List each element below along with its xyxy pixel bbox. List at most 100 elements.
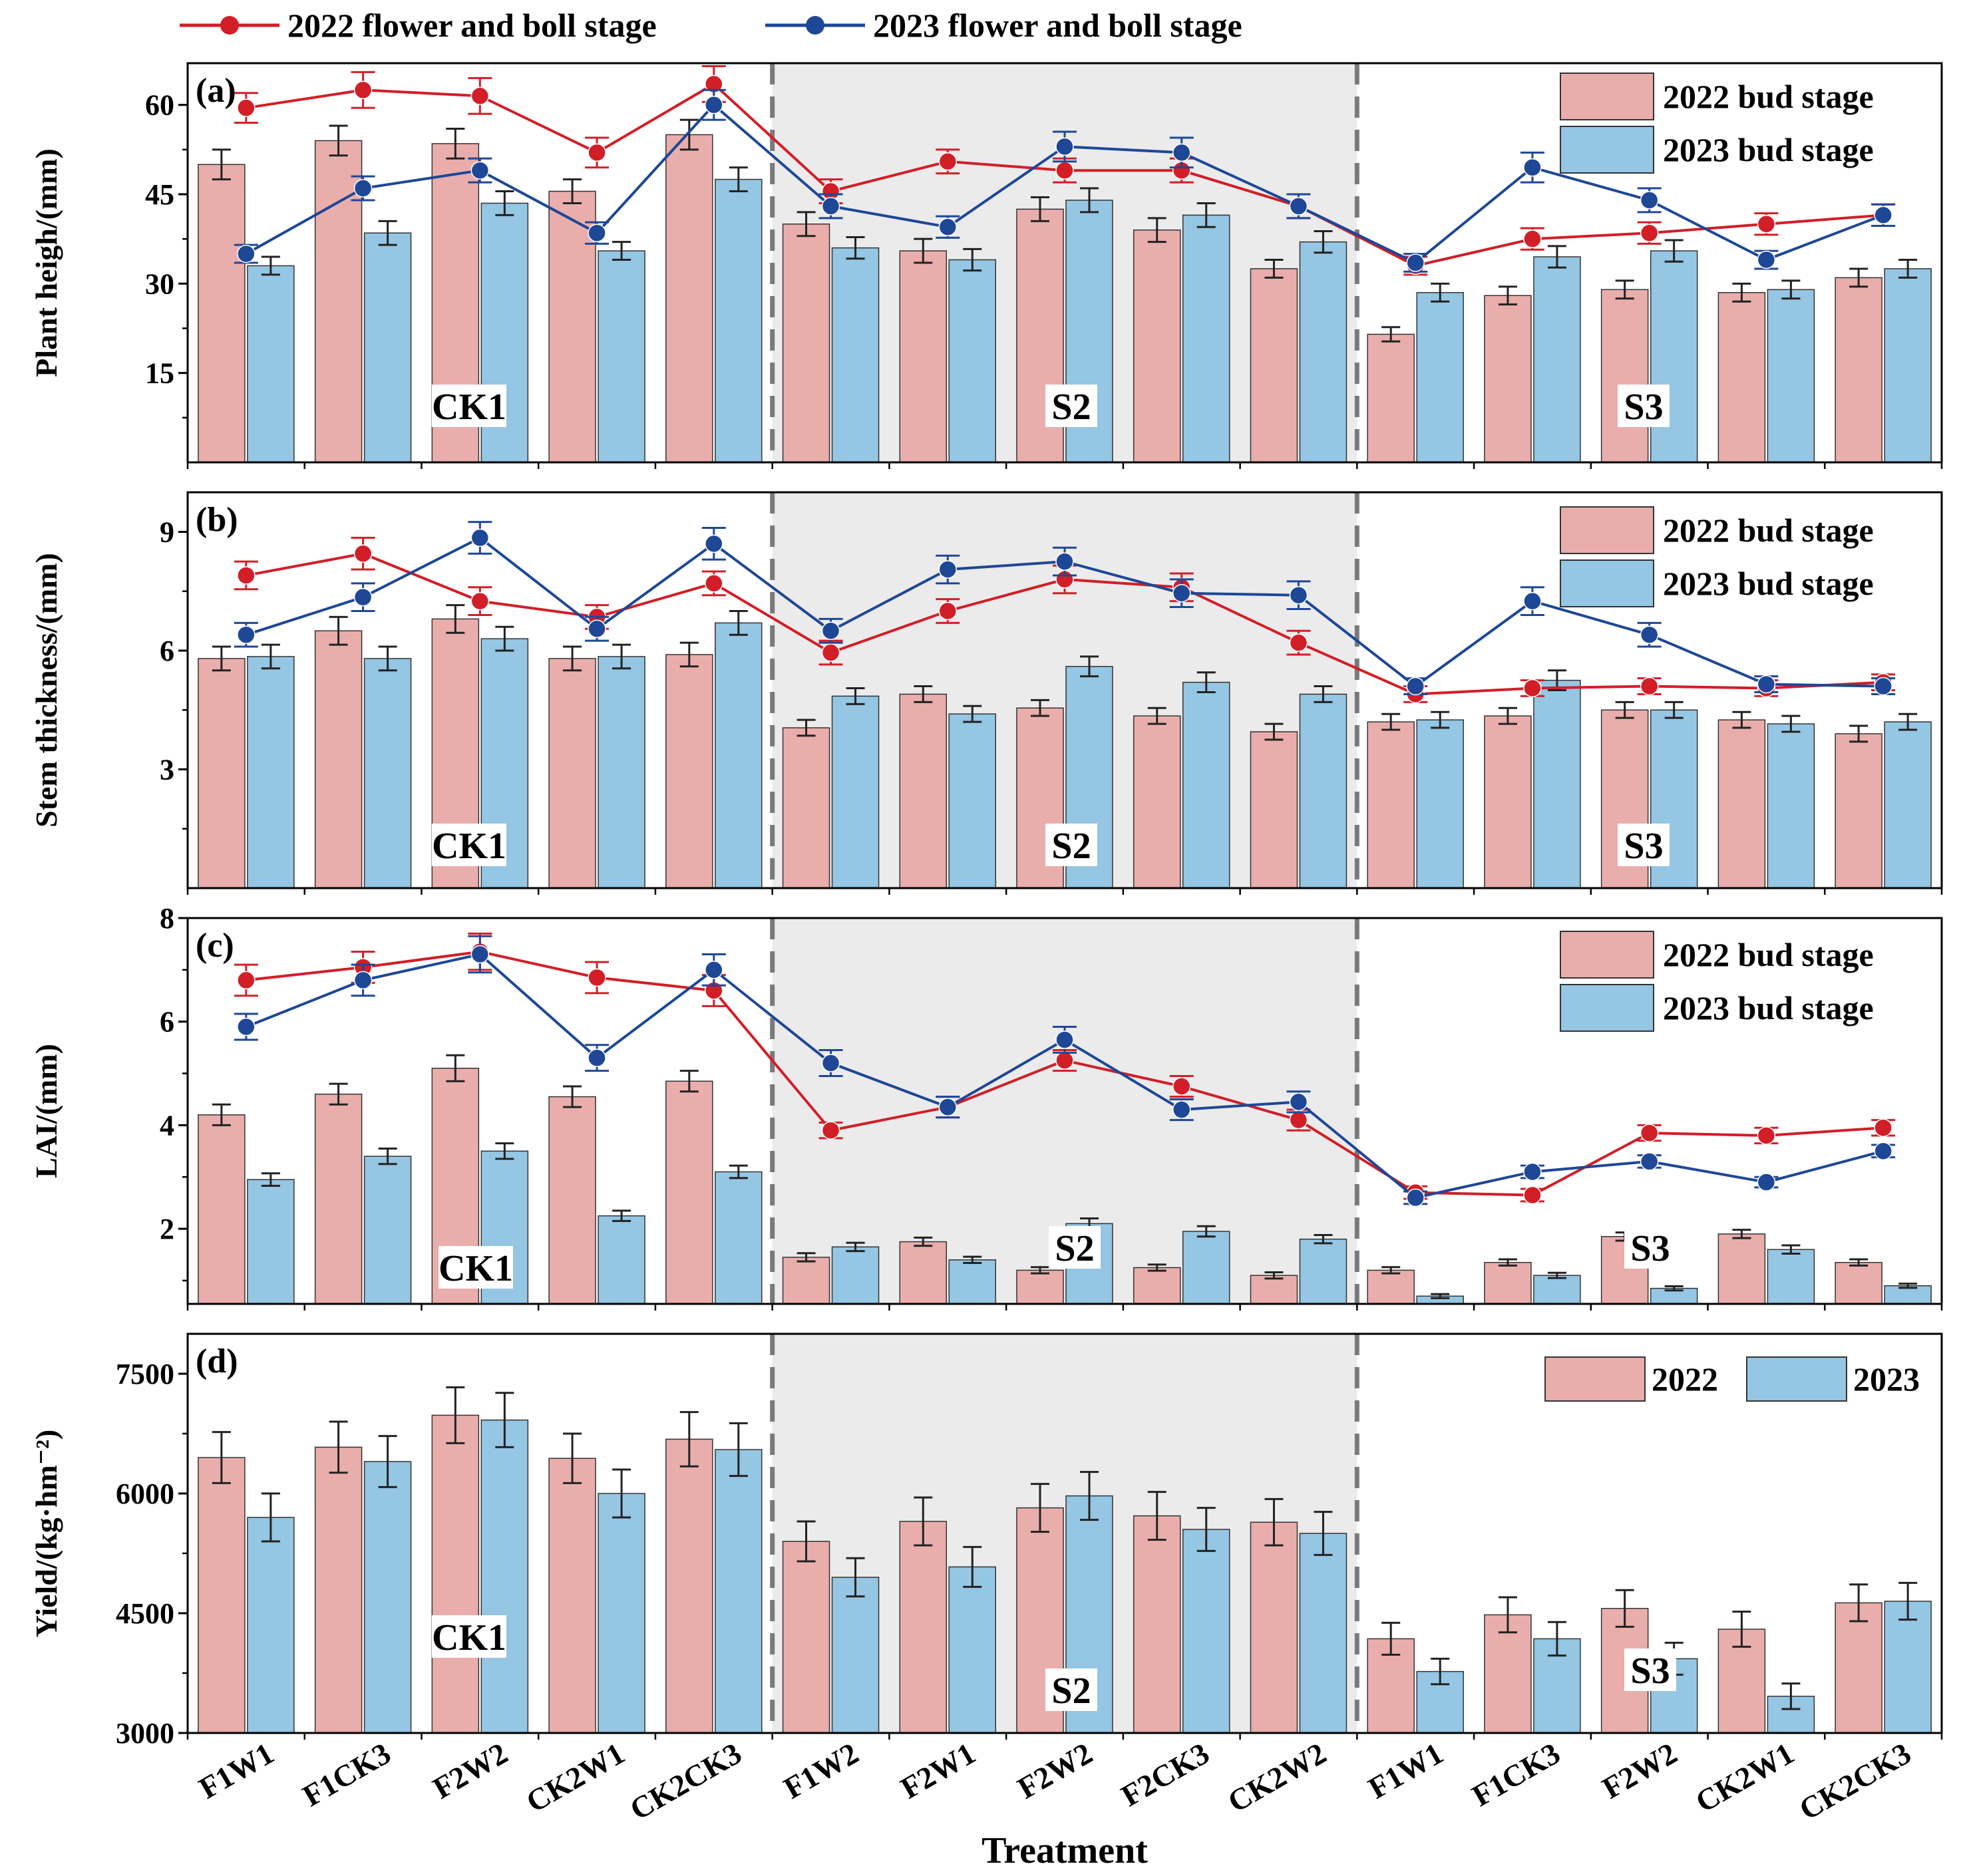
legend-label-0: 2022 bud stage xyxy=(1663,936,1874,973)
legend-swatch-0 xyxy=(1560,73,1654,120)
group-label-s2: S2 xyxy=(1055,1228,1094,1269)
panel-label: (a) xyxy=(196,72,236,110)
bar-1-9 xyxy=(1299,1533,1347,1734)
bar-1-9 xyxy=(1299,693,1347,889)
group-label-bg-0 xyxy=(432,1615,506,1658)
group-label-ck1: CK1 xyxy=(432,387,506,428)
legend-label-1: 2023 bud stage xyxy=(1663,565,1874,602)
x-category-label-10: F1W1 xyxy=(1363,1736,1449,1805)
group-label-s2: S2 xyxy=(1051,1670,1091,1712)
bar-0-11 xyxy=(1484,715,1532,889)
bar-1-11 xyxy=(1533,256,1581,463)
bar-0-3 xyxy=(548,1096,596,1305)
bar-1-4 xyxy=(715,622,763,889)
line-point-1-5 xyxy=(821,621,840,640)
group-label-s2: S2 xyxy=(1051,387,1091,428)
y-tick-label-1: 4 xyxy=(160,1109,174,1142)
line-point-0-11 xyxy=(1523,679,1542,698)
bar-0-14 xyxy=(1835,277,1882,463)
bar-0-8 xyxy=(1133,1515,1181,1734)
bar-0-4 xyxy=(665,1438,713,1734)
x-category-label-2: F2W2 xyxy=(427,1736,514,1805)
bar-1-14 xyxy=(1884,721,1932,889)
bar-0-6 xyxy=(899,250,948,463)
x-category-label-5: F1W2 xyxy=(778,1736,864,1805)
bar-0-9 xyxy=(1250,731,1298,889)
x-category-label-0: F1W1 xyxy=(193,1736,279,1805)
plot-frame xyxy=(186,491,1943,889)
y-tick-label-3: 8 xyxy=(160,902,174,935)
line-point-1-6 xyxy=(938,1098,958,1116)
bar-1-13 xyxy=(1767,1249,1815,1305)
line-point-1-3 xyxy=(588,224,606,242)
legend-label-1: 2023 bud stage xyxy=(1663,131,1874,168)
group-label-s3: S3 xyxy=(1630,1650,1670,1692)
bar-0-5 xyxy=(782,727,830,889)
bar-1-13 xyxy=(1767,723,1815,889)
bar-1-8 xyxy=(1182,1231,1230,1305)
bar-0-11 xyxy=(1484,295,1532,463)
bar-1-12 xyxy=(1650,250,1698,463)
line-point-0-0 xyxy=(237,566,256,585)
bar-1-10 xyxy=(1416,292,1464,463)
line-point-1-12 xyxy=(1640,625,1659,644)
line-point-1-4 xyxy=(705,95,723,114)
y-tick-label-2: 6 xyxy=(160,1006,174,1038)
panel-label: (b) xyxy=(196,501,238,539)
group-label-bg-2 xyxy=(1618,824,1670,866)
x-category-label-13: CK2W1 xyxy=(1690,1736,1799,1819)
line-point-0-2 xyxy=(470,591,490,611)
bar-1-1 xyxy=(363,1156,412,1305)
line-point-0-14 xyxy=(1874,1118,1892,1138)
group-label-bg-0 xyxy=(432,385,506,427)
line-point-1-1 xyxy=(353,179,373,198)
line-point-1-14 xyxy=(1874,1142,1892,1161)
line-point-1-1 xyxy=(353,971,373,990)
bar-1-0 xyxy=(247,1179,295,1305)
x-category-label-12: F2W2 xyxy=(1596,1736,1683,1805)
bar-1-5 xyxy=(831,1246,880,1305)
bar-1-0 xyxy=(247,265,295,463)
bar-0-8 xyxy=(1133,229,1181,463)
line-point-1-8 xyxy=(1172,1100,1191,1119)
line-point-1-7 xyxy=(1055,552,1074,571)
line-point-1-7 xyxy=(1055,1030,1074,1049)
bar-1-6 xyxy=(948,1259,997,1305)
line-point-1-5 xyxy=(821,197,840,216)
bar-0-14 xyxy=(1835,1261,1882,1305)
line-point-1-3 xyxy=(588,619,606,639)
legend-swatch-0 xyxy=(1544,1356,1646,1402)
legend-swatch-0 xyxy=(1560,506,1654,554)
bar-0-13 xyxy=(1717,292,1766,463)
group-label-bg-0 xyxy=(439,1246,513,1289)
bar-0-13 xyxy=(1717,719,1766,889)
bar-1-3 xyxy=(598,656,645,889)
bar-1-6 xyxy=(948,713,997,889)
bar-0-14 xyxy=(1835,1602,1882,1734)
line-point-0-1 xyxy=(353,80,373,100)
line-point-0-3 xyxy=(588,143,606,162)
line-point-0-5 xyxy=(821,1121,840,1140)
line-point-0-7 xyxy=(1055,161,1074,180)
bar-1-2 xyxy=(480,1419,529,1734)
line-point-1-8 xyxy=(1172,143,1191,162)
bar-1-14 xyxy=(1884,268,1932,463)
panel-1: CK1 S2 S3 3 6 9 Stem thickness/(mm) (b) 2022 bud… xyxy=(29,491,1943,895)
group-label-s3: S3 xyxy=(1630,1228,1670,1269)
bar-0-8 xyxy=(1133,1267,1181,1305)
bar-1-6 xyxy=(948,1566,997,1734)
bar-0-1 xyxy=(314,630,363,889)
line-point-1-3 xyxy=(588,1048,606,1067)
group-label-bg-1 xyxy=(1045,824,1097,866)
line-point-0-3 xyxy=(588,968,606,987)
bar-0-6 xyxy=(899,1241,948,1305)
y-tick-label-2: 45 xyxy=(145,178,174,211)
bar-1-1 xyxy=(363,658,412,889)
y-tick-label-2: 9 xyxy=(160,516,174,549)
legend-marker-2022 xyxy=(220,16,239,35)
bar-0-3 xyxy=(548,190,596,463)
bar-1-5 xyxy=(831,247,880,463)
bar-1-14 xyxy=(1884,1601,1932,1734)
bar-0-1 xyxy=(314,1446,363,1734)
line-point-0-2 xyxy=(470,86,490,106)
